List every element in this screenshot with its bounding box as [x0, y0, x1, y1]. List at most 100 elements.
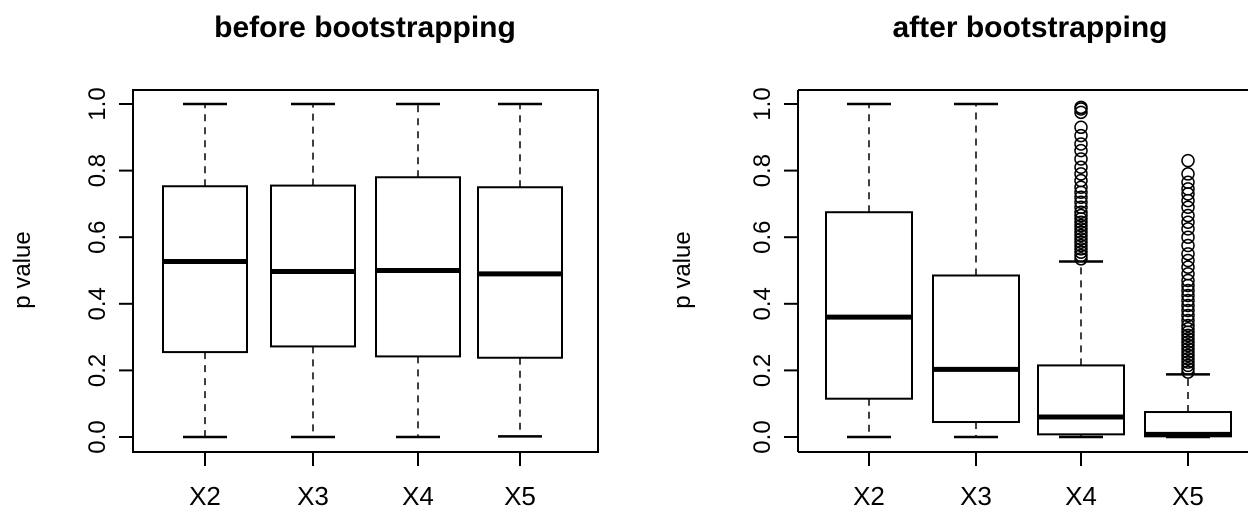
y-tick-label: 0.8 [84, 154, 111, 187]
iqr-box [270, 184, 356, 348]
outlier-point [1181, 273, 1195, 288]
y-tick-label: 0.0 [749, 420, 776, 453]
outlier-point [1181, 208, 1195, 223]
y-tick-label: 0.4 [749, 287, 776, 320]
box-X3 [270, 102, 356, 439]
box-X3 [932, 102, 1020, 439]
outlier-point [1181, 260, 1195, 274]
outlier-point [1074, 248, 1088, 263]
outlier-point [1074, 208, 1088, 223]
y-axis: 0.0 0.2 0.4 0.6 0.8 1.0 [84, 87, 134, 454]
outlier-point [1181, 298, 1195, 313]
y-tick-label: 0.4 [84, 287, 111, 320]
y-tick-label: 0.2 [749, 354, 776, 387]
outlier-point [1074, 190, 1088, 204]
panel-title: after bootstrapping [893, 11, 1168, 44]
outlier-point [1074, 167, 1088, 181]
outlier-point [1074, 180, 1088, 194]
iqr-box [1037, 364, 1125, 436]
iqr-box [932, 274, 1020, 424]
outlier-point [1074, 225, 1088, 239]
outlier-point [1181, 222, 1195, 236]
y-tick-label: 0.0 [84, 420, 111, 453]
outlier-point [1181, 167, 1195, 181]
outlier-point [1181, 303, 1195, 318]
outlier-point [1074, 228, 1088, 243]
y-tick-label: 1.0 [84, 87, 111, 120]
outlier-point [1074, 143, 1088, 158]
outlier-point [1181, 247, 1195, 261]
outlier-point [1074, 232, 1088, 246]
y-axis-label: p value [669, 231, 696, 308]
box-X5 [477, 102, 563, 438]
iqr-box [162, 185, 248, 354]
outlier-point [1181, 288, 1195, 303]
outlier-point [1181, 283, 1195, 298]
outlier-point [1074, 245, 1088, 259]
box-X5 [1144, 153, 1232, 439]
y-axis-label: p value [9, 231, 36, 308]
x-tick-label: X3 [960, 481, 992, 511]
x-tick-label: X5 [504, 481, 536, 511]
outlier-point [1181, 153, 1195, 168]
iqr-box [825, 211, 913, 400]
boxes [825, 100, 1232, 439]
outlier-point [1181, 332, 1195, 346]
outlier-point [1181, 238, 1195, 253]
y-tick-label: 0.6 [84, 221, 111, 254]
outlier-point [1181, 215, 1195, 229]
outlier-point [1181, 345, 1195, 359]
x-tick-label: X3 [297, 481, 329, 511]
x-tick-label: X4 [1065, 481, 1097, 511]
outlier-point [1074, 200, 1088, 214]
x-axis: X2 X3 X4 X5 [853, 451, 1204, 511]
outlier-point [1181, 342, 1195, 356]
outlier-point [1181, 308, 1195, 323]
outlier-point [1181, 253, 1195, 268]
outlier-point [1181, 348, 1195, 363]
outlier-point [1181, 351, 1195, 366]
outlier-point [1181, 200, 1195, 214]
box-X2 [825, 102, 913, 439]
x-tick-label: X5 [1172, 481, 1204, 511]
outlier-point [1074, 152, 1088, 166]
boxes [162, 102, 563, 439]
x-axis: X2 X3 X4 X5 [189, 451, 536, 511]
outlier-point [1074, 120, 1088, 135]
iqr-box [375, 176, 461, 358]
panel-before-bootstrapping: before bootstrapping p value 0.00.20.40.… [9, 11, 599, 511]
x-tick-label: X2 [853, 481, 885, 511]
outlier-point [1181, 175, 1195, 190]
outlier-point [1074, 222, 1088, 236]
outlier-point [1181, 230, 1195, 244]
outlier-point [1074, 235, 1088, 249]
outlier-point [1074, 238, 1088, 253]
outlier-point [1181, 318, 1195, 333]
panel-after-bootstrapping: after bootstrapping p value 0.0 0.2 0.4 0.6… [669, 11, 1248, 511]
box-X2 [162, 102, 248, 439]
outlier-point [1074, 215, 1088, 229]
x-tick-label: X4 [402, 481, 434, 511]
outlier-point [1074, 105, 1088, 120]
box-X4 [375, 102, 461, 439]
outlier-point [1074, 242, 1088, 256]
outlier-point [1074, 128, 1088, 143]
outlier-point [1181, 365, 1195, 379]
outlier-point [1181, 267, 1195, 281]
outlier-point [1074, 195, 1088, 209]
outlier-point [1181, 182, 1195, 196]
outlier-point [1181, 335, 1195, 349]
outlier-point [1074, 100, 1088, 115]
outlier-point [1181, 328, 1195, 343]
box-X4 [1037, 100, 1125, 439]
y-tick-label: 0.8 [749, 154, 776, 187]
outlier-point [1181, 313, 1195, 328]
y-axis: 0.0 0.2 0.4 0.6 0.8 1.0 [749, 87, 799, 454]
outlier-point [1074, 160, 1088, 175]
y-tick-label: 1.0 [749, 87, 776, 120]
outlier-point [1074, 205, 1088, 219]
outlier-point [1074, 137, 1088, 151]
outlier-point [1074, 252, 1088, 266]
y-tick-label: 0.6 [749, 221, 776, 254]
